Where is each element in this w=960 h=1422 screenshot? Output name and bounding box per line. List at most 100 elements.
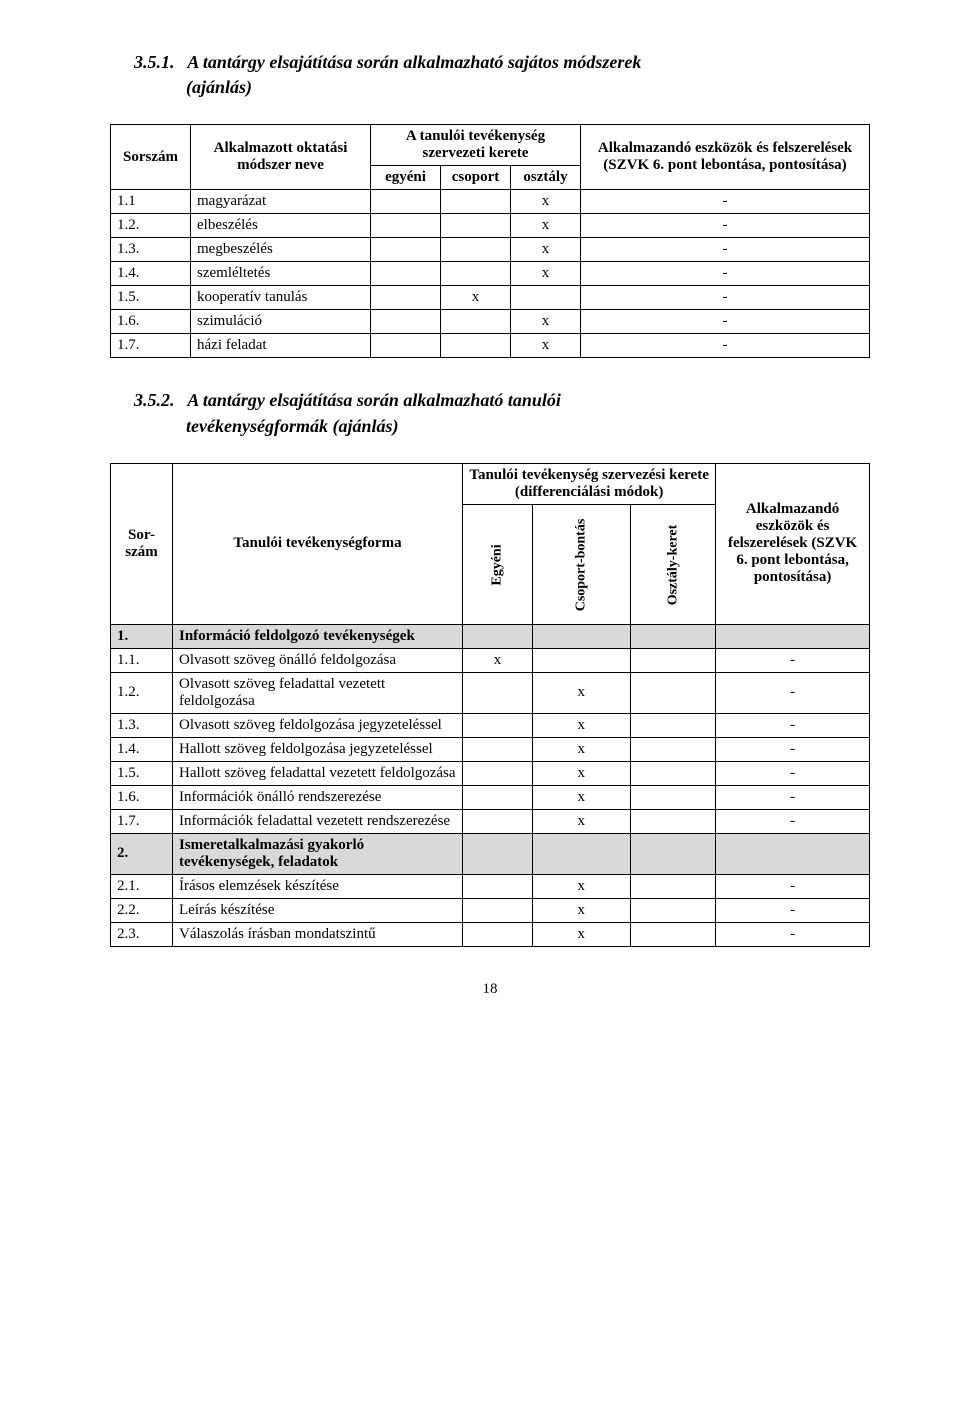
table-row: 1.6.szimulációx-: [111, 310, 870, 334]
cell-last: -: [716, 874, 870, 898]
th-osztaly: osztály: [511, 166, 581, 190]
th2-osztaly: Osztály-keret: [630, 504, 716, 624]
cell-name: Ismeretalkalmazási gyakorló tevékenysége…: [173, 833, 463, 874]
cell-egyeni: [463, 922, 533, 946]
cell-osztaly: [630, 874, 716, 898]
th2-csoport: Csoport-bontás: [533, 504, 631, 624]
cell-osztaly: x: [511, 238, 581, 262]
table-row: 2.1.Írásos elemzések készítésex-: [111, 874, 870, 898]
cell-egyeni: [463, 624, 533, 648]
th2-forma: Tanulói tevékenységforma: [173, 463, 463, 624]
cell-name: Információ feldolgozó tevékenységek: [173, 624, 463, 648]
cell-egyeni: [463, 874, 533, 898]
cell-name: Olvasott szöveg feladattal vezetett feld…: [173, 672, 463, 713]
cell-num: 1.2.: [111, 672, 173, 713]
cell-egyeni: [371, 310, 441, 334]
table-row: 1.Információ feldolgozó tevékenységek: [111, 624, 870, 648]
cell-csoport: x: [533, 672, 631, 713]
cell-name: Írásos elemzések készítése: [173, 874, 463, 898]
cell-egyeni: [371, 286, 441, 310]
cell-osztaly: [630, 648, 716, 672]
table-activity-forms: Sor-szám Tanulói tevékenységforma Tanuló…: [110, 463, 870, 947]
table-row: 1.3.Olvasott szöveg feldolgozása jegyzet…: [111, 713, 870, 737]
cell-last: -: [716, 737, 870, 761]
table-row: 1.7.házi feladatx-: [111, 334, 870, 358]
cell-last: [716, 624, 870, 648]
cell-csoport: [441, 190, 511, 214]
cell-num: 1.4.: [111, 262, 191, 286]
cell-csoport: [533, 624, 631, 648]
table-row: 2.Ismeretalkalmazási gyakorló tevékenysé…: [111, 833, 870, 874]
table-row: 1.6.Információk önálló rendszerezésex-: [111, 785, 870, 809]
cell-osztaly: x: [511, 262, 581, 286]
cell-name: Hallott szöveg feldolgozása jegyzeteléss…: [173, 737, 463, 761]
section-352-title-l2: tevékenységformák (ajánlás): [186, 416, 398, 436]
cell-osztaly: [630, 761, 716, 785]
cell-csoport: x: [533, 761, 631, 785]
cell-name: megbeszélés: [191, 238, 371, 262]
cell-csoport: x: [533, 737, 631, 761]
cell-osztaly: [511, 286, 581, 310]
cell-osztaly: [630, 922, 716, 946]
cell-last: -: [716, 898, 870, 922]
table-row: 2.3.Válaszolás írásban mondatszintűx-: [111, 922, 870, 946]
section-351-title-l2: (ajánlás): [186, 77, 252, 97]
cell-num: 1.7.: [111, 809, 173, 833]
table-row: 1.5.Hallott szöveg feladattal vezetett f…: [111, 761, 870, 785]
cell-osztaly: [630, 785, 716, 809]
cell-last: -: [581, 286, 870, 310]
cell-csoport: x: [533, 785, 631, 809]
cell-num: 1.4.: [111, 737, 173, 761]
th-sorszam: Sorszám: [111, 125, 191, 190]
cell-osztaly: x: [511, 190, 581, 214]
cell-name: házi feladat: [191, 334, 371, 358]
cell-last: [716, 833, 870, 874]
cell-egyeni: [371, 238, 441, 262]
cell-name: szemléltetés: [191, 262, 371, 286]
cell-name: Hallott szöveg feladattal vezetett feldo…: [173, 761, 463, 785]
th-tevekenyseg: A tanulói tevékenység szervezeti kerete: [371, 125, 581, 166]
cell-num: 1.3.: [111, 238, 191, 262]
cell-num: 1.6.: [111, 785, 173, 809]
cell-egyeni: [371, 334, 441, 358]
cell-osztaly: x: [511, 214, 581, 238]
section-351-title-l1: A tantárgy elsajátítása során alkalmazha…: [187, 52, 641, 72]
cell-csoport: [441, 310, 511, 334]
cell-egyeni: [371, 214, 441, 238]
section-352-title-l1: A tantárgy elsajátítása során alkalmazha…: [187, 390, 561, 410]
cell-osztaly: [630, 809, 716, 833]
th2-sorszam: Sor-szám: [111, 463, 173, 624]
cell-egyeni: [371, 262, 441, 286]
cell-osztaly: x: [511, 334, 581, 358]
page-number: 18: [110, 981, 870, 998]
cell-egyeni: [463, 713, 533, 737]
cell-osztaly: [630, 833, 716, 874]
cell-num: 1.1.: [111, 648, 173, 672]
cell-egyeni: x: [463, 648, 533, 672]
cell-num: 1.: [111, 624, 173, 648]
cell-egyeni: [371, 190, 441, 214]
cell-name: kooperatív tanulás: [191, 286, 371, 310]
cell-csoport: [441, 214, 511, 238]
cell-num: 2.: [111, 833, 173, 874]
cell-last: -: [716, 672, 870, 713]
cell-num: 2.1.: [111, 874, 173, 898]
cell-last: -: [716, 785, 870, 809]
cell-csoport: [533, 833, 631, 874]
th-csoport: csoport: [441, 166, 511, 190]
table-row: 1.7.Információk feladattal vezetett rend…: [111, 809, 870, 833]
cell-name: szimuláció: [191, 310, 371, 334]
cell-last: -: [581, 214, 870, 238]
cell-csoport: x: [533, 809, 631, 833]
cell-osztaly: [630, 713, 716, 737]
cell-egyeni: [463, 898, 533, 922]
cell-num: 2.2.: [111, 898, 173, 922]
table-row: 1.1magyarázatx-: [111, 190, 870, 214]
table-row: 1.2.Olvasott szöveg feladattal vezetett …: [111, 672, 870, 713]
cell-csoport: [441, 334, 511, 358]
cell-num: 2.3.: [111, 922, 173, 946]
section-352-heading: 3.5.2. A tantárgy elsajátítása során alk…: [110, 388, 870, 438]
cell-osztaly: [630, 672, 716, 713]
cell-egyeni: [463, 672, 533, 713]
cell-name: Válaszolás írásban mondatszintű: [173, 922, 463, 946]
